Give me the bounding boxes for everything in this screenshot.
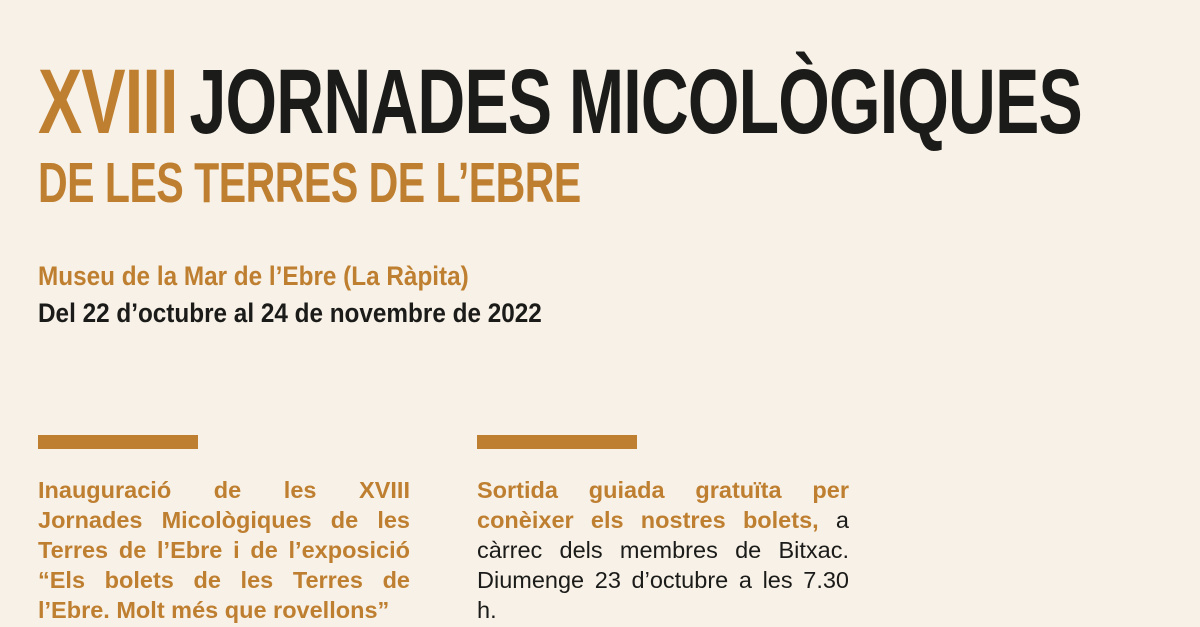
column-sortida: Sortida guiada gratuïta per conèixer els…	[477, 435, 849, 627]
event-sortida-highlight: Sortida guiada gratuïta per conèixer els…	[477, 477, 849, 533]
event-sortida-text: Sortida guiada gratuïta per conèixer els…	[477, 475, 849, 625]
column-inauguracio: Inauguració de les XVIII Jornades Micolò…	[38, 435, 410, 627]
title-edition-number: XVIII	[38, 51, 178, 153]
venue-line: Museu de la Mar de l’Ebre (La Ràpita)	[38, 261, 469, 291]
event-inauguracio-highlight: Inauguració de les XVIII Jornades Micolò…	[38, 477, 410, 623]
accent-bar	[38, 435, 198, 449]
event-inauguracio-text: Inauguració de les XVIII Jornades Micolò…	[38, 475, 410, 625]
header: XVIII JORNADES MICOLÒGIQUES DE LES TERRES…	[38, 56, 1162, 332]
page-title: XVIII JORNADES MICOLÒGIQUES	[38, 56, 1083, 148]
dates-line: Del 22 d’octubre al 24 de novembre de 20…	[38, 298, 542, 328]
content-columns: Inauguració de les XVIII Jornades Micolò…	[38, 435, 849, 627]
title-subtitle: DE LES TERRES DE L’EBRE	[38, 151, 581, 215]
accent-bar	[477, 435, 637, 449]
title-main-text: JORNADES MICOLÒGIQUES	[189, 51, 1083, 153]
event-sortida-rest: a càrrec dels membres de Bitxac. Diumeng…	[477, 507, 849, 623]
